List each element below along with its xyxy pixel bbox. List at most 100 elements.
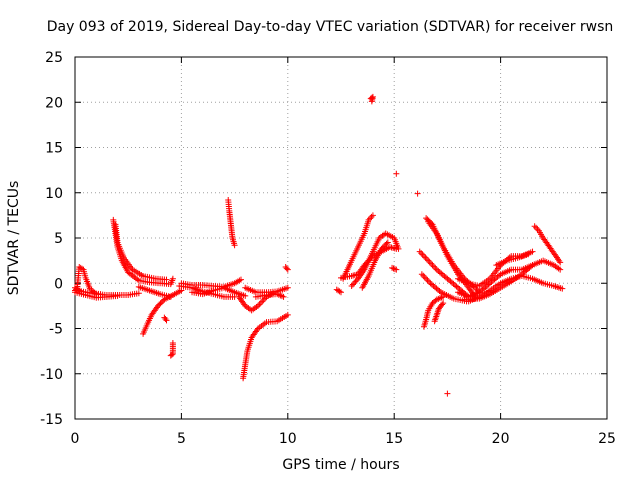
data-point (237, 276, 244, 283)
data-point (416, 248, 423, 255)
data-point (351, 280, 358, 287)
data-point (231, 242, 238, 249)
data-point (393, 170, 400, 177)
data-point (393, 266, 400, 273)
data-point (154, 302, 161, 309)
y-tick-label: 10 (45, 186, 63, 202)
data-point (531, 223, 538, 230)
data-point (432, 265, 439, 272)
data-point (163, 317, 170, 324)
data-point (424, 277, 431, 284)
data-point (419, 251, 426, 258)
data-point (439, 301, 446, 308)
data-point (529, 262, 536, 269)
data-point (421, 274, 428, 281)
y-tick-label: 0 (54, 276, 63, 292)
data-point (257, 299, 264, 306)
data-point (382, 242, 389, 249)
data-point (425, 257, 432, 264)
data-point (440, 300, 447, 307)
data-point (163, 276, 170, 283)
data-point (423, 256, 430, 263)
y-tick-label: 25 (45, 50, 63, 66)
y-tick-label: -5 (49, 322, 63, 338)
x-tick-label: 20 (492, 431, 510, 447)
data-point (135, 290, 142, 297)
data-point (529, 248, 536, 255)
y-tick-label: 15 (45, 141, 63, 157)
data-point (380, 243, 387, 250)
data-point (434, 310, 441, 317)
data-point (414, 190, 421, 197)
data-point (423, 275, 430, 282)
data-point (418, 250, 425, 257)
data-point (114, 292, 121, 299)
data-point (352, 278, 359, 285)
data-point (369, 212, 376, 219)
data-point (430, 263, 437, 270)
grid-lines (75, 57, 607, 419)
data-point (169, 275, 176, 282)
data-point (384, 239, 391, 246)
data-point (389, 264, 396, 271)
data-point (167, 352, 174, 359)
y-tick-label: -10 (40, 367, 63, 383)
data-point (418, 271, 425, 278)
data-point (559, 285, 566, 292)
data-point (162, 315, 169, 322)
data-point (395, 245, 402, 252)
axes (74, 56, 608, 420)
data-point (368, 98, 375, 105)
data-point (242, 292, 249, 299)
data-point (336, 288, 343, 295)
data-point (525, 251, 532, 258)
data-point (284, 266, 291, 273)
data-point (432, 316, 439, 323)
data-point (422, 254, 429, 261)
data-point (425, 278, 432, 285)
data-point (349, 281, 356, 288)
data-point (167, 293, 174, 300)
data-point (260, 296, 267, 303)
tick-labels: 0 5 10 15 20 25 -15 -10 -5 0 5 10 15 20 25 (40, 50, 616, 447)
data-point (420, 272, 427, 279)
data-point (378, 245, 385, 252)
data-point (284, 284, 291, 291)
data-point (383, 240, 390, 247)
data-point (390, 265, 397, 272)
data-point (533, 224, 540, 231)
x-tick-label: 15 (385, 431, 403, 447)
data-point (557, 266, 564, 273)
data-point (391, 266, 398, 273)
data-point (429, 262, 436, 269)
data-point (433, 311, 440, 318)
data-point (168, 351, 175, 358)
y-tick-label: 20 (45, 95, 63, 111)
data-point (277, 292, 284, 299)
data-point (368, 213, 375, 220)
y-tick-label: 5 (54, 231, 63, 247)
data-point (157, 300, 164, 307)
data-point (431, 318, 438, 325)
data-point (432, 315, 439, 322)
chart-title: Day 093 of 2019, Sidereal Day-to-day VTE… (46, 19, 614, 35)
y-axis-label: SDTVAR / TECUs (6, 180, 22, 296)
data-point (432, 297, 439, 304)
data-point (283, 265, 290, 272)
y-tick-label: -15 (40, 412, 63, 428)
data-point (433, 313, 440, 320)
data-point (259, 298, 266, 305)
data-points (72, 93, 566, 397)
data-point (97, 291, 104, 298)
data-point (280, 293, 287, 300)
data-point (348, 282, 355, 289)
x-axis-label: GPS time / hours (282, 457, 400, 473)
data-point (379, 244, 386, 251)
data-point (428, 260, 435, 267)
data-point (440, 293, 447, 300)
data-point (557, 259, 564, 266)
data-point (420, 253, 427, 260)
data-point (156, 301, 163, 308)
x-tick-label: 0 (71, 431, 80, 447)
